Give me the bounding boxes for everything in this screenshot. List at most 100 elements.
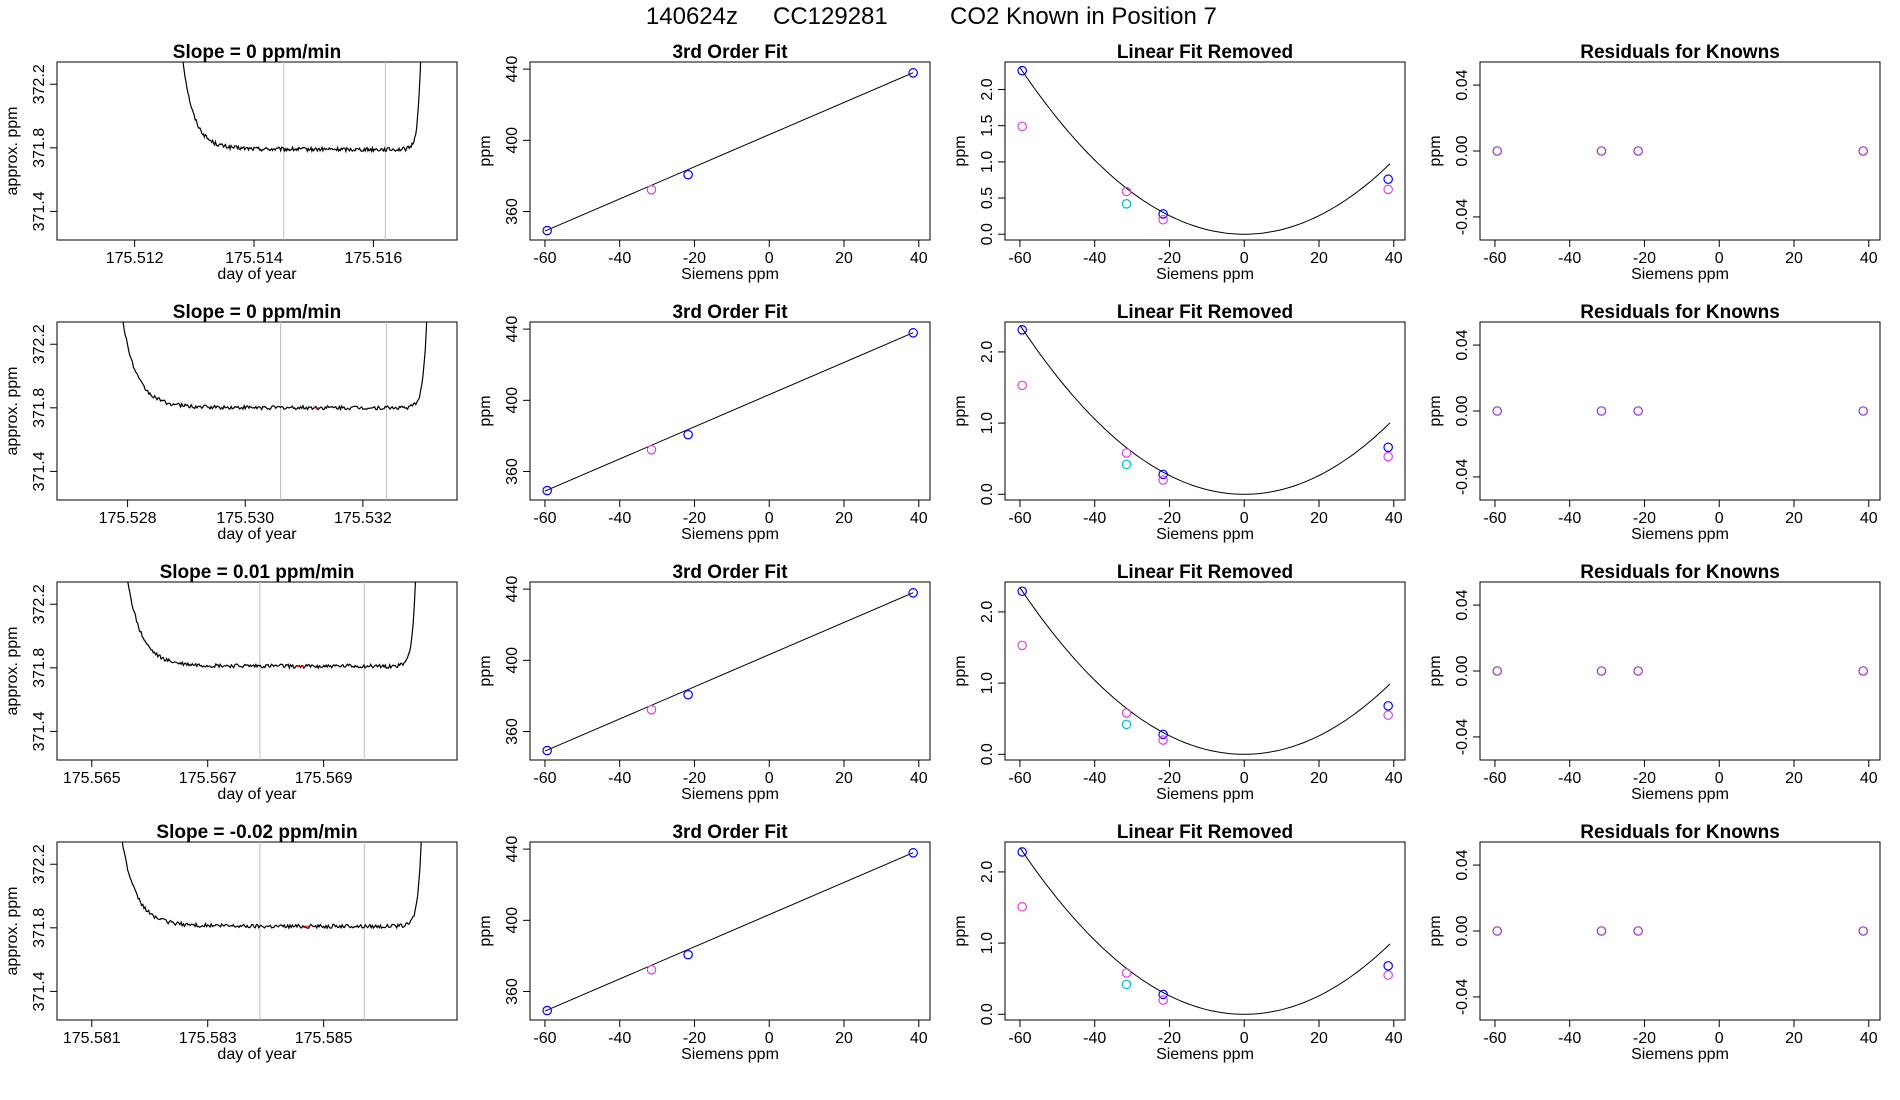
y-axis-label: ppm [477,135,494,166]
x-tick-label: 20 [1785,1030,1803,1047]
data-point [646,705,657,715]
x-tick-label: -60 [1483,770,1506,787]
x-tick-label: 40 [1860,1030,1878,1047]
y-tick-label: 2.0 [979,861,996,883]
plot-frame [56,841,458,1021]
x-tick-label: -20 [1633,250,1656,267]
x-tick-label: 175.528 [99,510,157,527]
x-tick-label: 40 [1860,510,1878,527]
y-axis-label: ppm [1427,915,1444,946]
y-tick-label: 0.0 [979,743,996,765]
plot-data [542,848,918,1016]
plot-frame [529,581,931,761]
data-point [1492,926,1502,936]
y-tick-label: 440 [504,576,521,603]
x-tick-label: 40 [1385,770,1403,787]
x-tick-label: 175.530 [216,510,274,527]
panel-r4-c3: Linear Fit Removed -60 -40 -20 0 20 40 0.0 1.0 2.… [952,822,1406,1063]
y-axis-label: ppm [952,655,969,686]
y-tick-label: 0.00 [1454,915,1471,946]
x-tick-label: 20 [1310,510,1328,527]
y-tick-label: 1.5 [979,114,996,136]
data-point [1383,710,1393,720]
y-tick-label: 1.0 [979,932,996,954]
panel-r2-c1: Slope = 0 ppm/min 175.528 175.530 175.532 37… [4,302,458,543]
y-tick-label: 360 [504,978,521,1005]
y-tick-label: 2.0 [979,341,996,363]
y-tick-label: 0.00 [1454,135,1471,166]
x-axis-label: Siemens ppm [681,786,779,803]
data-point [646,965,657,975]
panel-title: Slope = 0 ppm/min [173,302,341,323]
figure-title-description: CO2 Known in Position 7 [950,3,1217,30]
y-tick-label: 1.0 [979,151,996,173]
panel-title: Linear Fit Removed [1117,42,1293,63]
y-tick-label: 2.0 [979,601,996,623]
co2-trace-line [122,322,428,412]
panel-r2-c4: Residuals for Knowns -60 -40 -20 0 20 40 -0.04 0… [1427,302,1881,543]
y-tick-label: 440 [504,316,521,343]
y-tick-label: 400 [504,127,521,154]
data-point [1858,146,1868,156]
panel-title: 3rd Order Fit [672,822,788,843]
plot-frame [529,321,931,501]
x-axis-label: Siemens ppm [681,266,779,283]
x-tick-label: 20 [1785,510,1803,527]
x-tick-label: 20 [1785,250,1803,267]
x-tick-label: -60 [1008,510,1031,527]
plot-data [1017,324,1393,495]
data-point [1121,968,1132,978]
y-tick-label: 1.0 [979,672,996,694]
x-tick-label: 20 [1310,770,1328,787]
y-tick-label: 0.5 [979,187,996,209]
x-tick-label: -40 [608,1030,631,1047]
data-point [1633,146,1643,156]
panel-title: Residuals for Knowns [1580,562,1780,583]
x-tick-label: -40 [1558,250,1581,267]
data-point [1017,847,1027,857]
panel-title: Linear Fit Removed [1117,302,1293,323]
y-tick-label: 372.2 [31,64,48,104]
x-tick-label: -60 [1008,1030,1031,1047]
data-point [1017,380,1027,391]
quadratic-fit-curve [1019,587,1391,755]
y-tick-label: 1.0 [979,412,996,434]
plot-data [122,322,428,500]
y-tick-label: -0.04 [1454,719,1471,756]
data-point [1158,214,1168,225]
data-point [1158,209,1168,219]
x-tick-label: -60 [533,510,556,527]
y-tick-label: 371.4 [31,191,48,231]
y-axis-label: ppm [1427,655,1444,686]
x-tick-label: 40 [910,1030,928,1047]
x-tick-label: -60 [533,1030,556,1047]
x-tick-label: 20 [1310,1030,1328,1047]
x-tick-label: 40 [1860,770,1878,787]
x-axis-label: Siemens ppm [1156,266,1254,283]
fit-line [544,592,914,752]
y-tick-label: 360 [504,458,521,485]
data-point [1017,325,1027,335]
data-point [683,429,693,440]
x-tick-label: 0 [1715,250,1724,267]
x-axis-label: Siemens ppm [1156,526,1254,543]
data-point [1158,995,1168,1005]
x-axis-label: Siemens ppm [1156,786,1254,803]
data-point [1158,729,1168,740]
x-tick-label: -20 [1633,1030,1656,1047]
quadratic-fit-curve [1019,67,1391,235]
x-axis-label: day of year [217,1046,297,1063]
data-point [1121,199,1132,209]
panel-title: Residuals for Knowns [1580,302,1780,323]
data-point [683,169,693,180]
fit-line [544,332,914,492]
data-point [1383,701,1393,711]
y-axis-label: ppm [477,915,494,946]
plot-data [1017,847,1393,1015]
data-point [1633,666,1643,676]
x-axis-label: Siemens ppm [1631,526,1729,543]
y-axis-label: ppm [1427,135,1444,166]
data-point [1492,146,1502,156]
y-tick-label: 0.00 [1454,395,1471,426]
plot-frame [1479,321,1881,501]
